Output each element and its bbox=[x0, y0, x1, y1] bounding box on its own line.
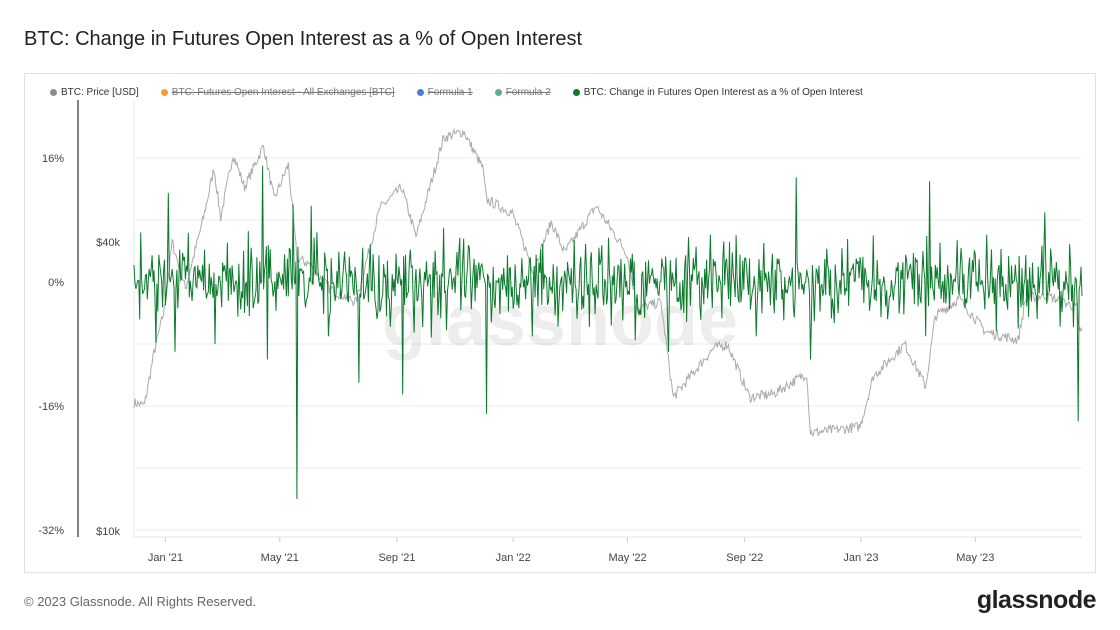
legend: BTC: Price [USD] BTC: Futures Open Intere… bbox=[50, 87, 885, 98]
oi-change-line bbox=[133, 165, 1083, 500]
x-tick-label: May '22 bbox=[608, 552, 646, 564]
y-right-tick-label: $40k bbox=[96, 237, 120, 249]
legend-dot-icon bbox=[160, 89, 168, 96]
legend-item[interactable]: BTC: Change in Futures Open Interest as … bbox=[572, 87, 863, 98]
y-left-tick-label: 0% bbox=[48, 277, 64, 289]
legend-label: BTC: Change in Futures Open Interest as … bbox=[583, 87, 863, 98]
legend-item[interactable]: Formula 1 bbox=[416, 87, 473, 98]
legend-item[interactable]: Formula 2 bbox=[494, 87, 551, 98]
glassnode-logo: glassnode bbox=[976, 586, 1097, 614]
legend-dot-icon bbox=[494, 89, 502, 96]
chart-title: BTC: Change in Futures Open Interest as … bbox=[24, 28, 583, 50]
y-right-tick-label: $10k bbox=[96, 526, 120, 538]
legend-label: BTC: Futures Open Interest - All Exchang… bbox=[171, 87, 395, 98]
legend-label: Formula 1 bbox=[427, 87, 473, 98]
y-left-tick-label: -32% bbox=[38, 525, 64, 537]
y-left-tick-label: -16% bbox=[38, 401, 64, 413]
legend-dot-icon bbox=[416, 89, 424, 96]
x-tick-label: May '21 bbox=[261, 552, 299, 564]
x-tick-label: May '23 bbox=[956, 552, 994, 564]
x-tick-label: Jan '23 bbox=[843, 552, 878, 564]
x-tick-label: Jan '21 bbox=[148, 552, 183, 564]
chart-card bbox=[24, 73, 1096, 573]
x-tick-label: Jan '22 bbox=[496, 552, 531, 564]
x-tick-label: Sep '22 bbox=[726, 552, 763, 564]
legend-item[interactable]: BTC: Futures Open Interest - All Exchang… bbox=[160, 87, 395, 98]
y-left-tick-label: 16% bbox=[42, 153, 64, 165]
legend-label: Formula 2 bbox=[505, 87, 551, 98]
legend-dot-icon bbox=[572, 89, 580, 96]
legend-label: BTC: Price [USD] bbox=[61, 87, 139, 98]
price-line bbox=[133, 127, 1083, 437]
x-tick-label: Sep '21 bbox=[378, 552, 415, 564]
legend-item[interactable]: BTC: Price [USD] bbox=[50, 87, 139, 98]
legend-dot-icon bbox=[50, 89, 57, 96]
copyright: © 2023 Glassnode. All Rights Reserved. bbox=[24, 594, 257, 609]
